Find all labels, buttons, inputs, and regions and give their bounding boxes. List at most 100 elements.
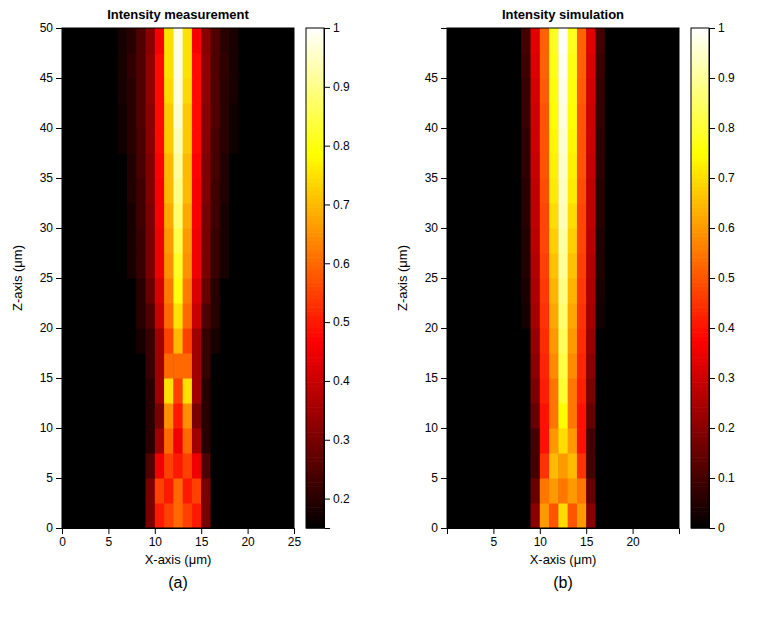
colorbar-step bbox=[306, 216, 324, 221]
heatmap-cell bbox=[201, 503, 211, 528]
heatmap-cell bbox=[136, 78, 146, 104]
heatmap-cell bbox=[81, 503, 91, 528]
heatmap-cell bbox=[210, 253, 220, 279]
colorbar-step bbox=[306, 266, 324, 271]
heatmap-cell bbox=[614, 178, 624, 204]
colorbar-step bbox=[306, 449, 324, 454]
y-axis-tick-mark bbox=[441, 328, 447, 329]
heatmap-cell bbox=[173, 453, 183, 479]
heatmap-cell bbox=[146, 328, 156, 354]
colorbar-axis-tick: 0.4 bbox=[709, 321, 735, 335]
heatmap-cell bbox=[558, 128, 568, 154]
heatmap-cell bbox=[484, 228, 494, 254]
x-axis-tick-mark bbox=[201, 528, 202, 534]
heatmap-cell bbox=[623, 378, 633, 404]
heatmap-cell bbox=[577, 53, 587, 79]
heatmap-cell bbox=[71, 378, 81, 404]
colorbar-step bbox=[306, 491, 324, 496]
colorbar-step bbox=[306, 316, 324, 321]
heatmap-cell bbox=[642, 278, 652, 304]
heatmap-cell bbox=[586, 78, 596, 104]
heatmap-cell bbox=[238, 53, 248, 79]
heatmap-cell bbox=[503, 503, 513, 528]
heatmap-cell bbox=[558, 503, 568, 528]
heatmap-cell bbox=[248, 378, 258, 404]
heatmap-cell bbox=[623, 103, 633, 129]
heatmap-cell bbox=[447, 178, 457, 204]
y-axis-tick-mark bbox=[441, 178, 447, 179]
colorbar-step bbox=[691, 291, 709, 296]
heatmap-cell bbox=[275, 203, 285, 229]
colorbar-step bbox=[691, 274, 709, 279]
cells bbox=[62, 28, 294, 528]
heatmap-cell bbox=[586, 503, 596, 528]
colorbar-step bbox=[691, 91, 709, 96]
heatmap-cell bbox=[155, 403, 165, 429]
heatmap-cell bbox=[447, 328, 457, 354]
heatmap-cell bbox=[595, 378, 605, 404]
colorbar-step bbox=[691, 82, 709, 87]
y-axis-tick-mark bbox=[441, 478, 447, 479]
heatmap-cell bbox=[164, 203, 174, 229]
colorbar-step bbox=[306, 461, 324, 466]
heatmap-cell bbox=[531, 353, 541, 379]
heatmap-cell bbox=[62, 153, 72, 179]
heatmap-cell bbox=[605, 153, 615, 179]
heatmap-cell bbox=[540, 103, 550, 129]
colorbar-step bbox=[691, 449, 709, 454]
colorbar-step bbox=[306, 232, 324, 237]
heatmap-cell bbox=[71, 203, 81, 229]
heatmap-cell bbox=[266, 303, 276, 329]
heatmap-cell bbox=[127, 403, 137, 429]
y-axis-tick: 35 bbox=[425, 171, 447, 185]
colorbar-step bbox=[306, 141, 324, 146]
colorbar-step bbox=[306, 132, 324, 137]
colorbar-axis-tick-label: 0.5 bbox=[333, 315, 350, 329]
colorbar-step bbox=[691, 266, 709, 271]
heatmap-cell bbox=[660, 28, 670, 54]
colorbar-step bbox=[691, 78, 709, 83]
heatmap-cell bbox=[238, 378, 248, 404]
heatmap-cell bbox=[155, 228, 165, 254]
heatmap-cell bbox=[201, 403, 211, 429]
heatmap-cell bbox=[558, 28, 568, 54]
heatmap-cell bbox=[275, 278, 285, 304]
heatmap-cell bbox=[540, 453, 550, 479]
heatmap-cell bbox=[220, 28, 230, 54]
heatmap-cell bbox=[248, 203, 258, 229]
heatmap-cell bbox=[99, 378, 109, 404]
heatmap-cell bbox=[99, 53, 109, 79]
heatmap-cell bbox=[595, 53, 605, 79]
heatmap-cell bbox=[633, 453, 643, 479]
colorbar-step bbox=[306, 282, 324, 287]
heatmap-cell bbox=[90, 28, 100, 54]
colorbar-step bbox=[306, 328, 324, 333]
colorbar-step bbox=[306, 86, 324, 91]
heatmap-cell bbox=[586, 478, 596, 504]
colorbar-step bbox=[691, 486, 709, 491]
colorbar bbox=[691, 28, 709, 529]
colorbar-step bbox=[691, 70, 709, 75]
heatmap-cell bbox=[201, 178, 211, 204]
heatmap-cell bbox=[484, 378, 494, 404]
heatmap-cell bbox=[651, 203, 661, 229]
heatmap-cell bbox=[192, 328, 202, 354]
heatmap-cell bbox=[660, 203, 670, 229]
colorbar-step bbox=[306, 228, 324, 233]
heatmap-cell bbox=[595, 28, 605, 54]
heatmap-cell bbox=[586, 278, 596, 304]
heatmap-cell bbox=[503, 453, 513, 479]
heatmap-cell bbox=[62, 78, 72, 104]
heatmap-cell bbox=[512, 228, 522, 254]
heatmap-cell bbox=[670, 103, 679, 129]
heatmap-cell bbox=[99, 78, 109, 104]
y-axis-tick-label: 30 bbox=[40, 221, 54, 235]
heatmap-cell bbox=[586, 53, 596, 79]
heatmap-cell bbox=[447, 478, 457, 504]
colorbar-step bbox=[306, 61, 324, 66]
heatmap-cell bbox=[605, 253, 615, 279]
colorbar-step bbox=[691, 478, 709, 483]
colorbar-step bbox=[306, 341, 324, 346]
heatmap-cell bbox=[475, 78, 485, 104]
heatmap-cell bbox=[108, 478, 118, 504]
